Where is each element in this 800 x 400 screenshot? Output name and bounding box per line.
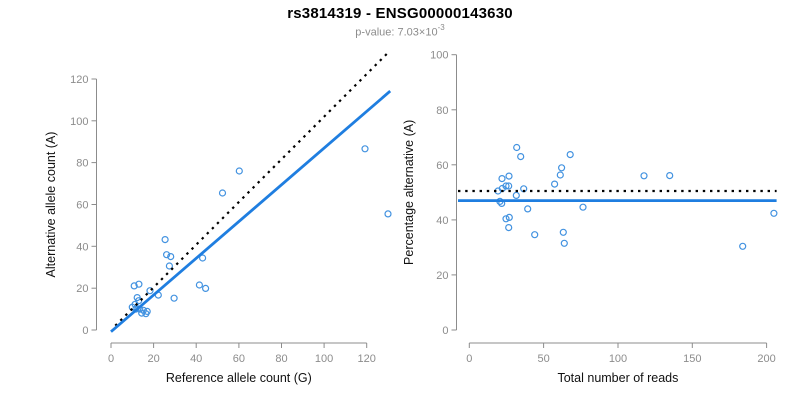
x-tick-label: 80 (275, 353, 287, 365)
x-tick-label: 200 (757, 353, 775, 365)
data-point (512, 191, 520, 199)
data-points (494, 143, 778, 250)
data-point (202, 284, 210, 292)
data-point (170, 294, 178, 302)
x-tick-label: 100 (609, 353, 627, 365)
y-axis-title: Percentage alternative (A) (402, 120, 416, 265)
x-axis-title: Total number of reads (557, 371, 678, 385)
data-point (384, 210, 392, 218)
x-tick-label: 50 (537, 353, 549, 365)
data-point (739, 242, 747, 250)
data-point (502, 215, 510, 223)
data-point (556, 171, 564, 179)
data-point (146, 287, 154, 295)
data-point (505, 172, 513, 180)
data-point (640, 172, 648, 180)
x-tick-label: 120 (358, 353, 376, 365)
pvalue-exponent: -3 (437, 23, 445, 32)
data-point (666, 172, 674, 180)
data-point (557, 164, 566, 172)
y-tick-label: 40 (436, 215, 448, 227)
x-tick-label: 100 (315, 353, 333, 365)
data-point (513, 143, 521, 152)
data-point (167, 253, 175, 261)
y-tick-label: 80 (76, 158, 88, 170)
data-point (199, 254, 207, 262)
data-point (502, 182, 510, 190)
data-point (560, 239, 568, 247)
identity-line (114, 51, 390, 327)
x-tick-label: 0 (108, 353, 114, 365)
data-point (130, 282, 138, 290)
data-point (195, 281, 203, 289)
x-axis-title: Reference allele count (G) (166, 371, 312, 385)
pvalue-text: p-value: 7.03×10 (355, 26, 438, 39)
chart-title: rs3814319 - ENSG00000143630 (287, 5, 513, 22)
data-point (566, 151, 574, 159)
data-point (138, 309, 146, 317)
y-tick-label: 40 (76, 241, 88, 253)
x-tick-label: 60 (233, 353, 245, 365)
data-point (550, 180, 559, 188)
y-tick-label: 20 (436, 270, 448, 282)
y-tick-label: 0 (82, 325, 88, 337)
y-tick-label: 20 (76, 283, 88, 295)
y-tick-label: 80 (436, 105, 448, 117)
allele-count-scatter: 0 20 40 60 80 100 120 0 20 40 60 80 100 120 Reference … (44, 51, 392, 385)
data-point (361, 145, 369, 153)
data-point (505, 213, 513, 221)
y-axis-title: Alternative allele count (A) (44, 132, 58, 278)
y-tick-label: 120 (70, 74, 88, 86)
x-tick-label: 150 (683, 353, 701, 365)
y-tick-label: 100 (70, 116, 88, 128)
data-point (524, 205, 532, 213)
data-point (579, 203, 587, 211)
chart-subtitle: p-value: 7.03×10-3 (0, 23, 800, 39)
data-point (770, 209, 778, 217)
data-point (135, 280, 143, 288)
y-tick-label: 60 (436, 160, 448, 172)
regression-line (110, 90, 392, 333)
x-tick-label: 0 (466, 353, 472, 365)
data-point (131, 300, 139, 308)
data-point (498, 175, 506, 183)
data-point (163, 251, 171, 259)
percentage-reads-scatter: 0 20 40 60 80 100 0 50 100 150 200 Total number of … (402, 50, 778, 385)
data-point (165, 262, 173, 270)
y-tick-label: 60 (76, 200, 88, 212)
x-tick-label: 20 (147, 353, 159, 365)
data-point (161, 236, 169, 244)
data-point (505, 182, 513, 190)
data-points (128, 145, 392, 318)
y-tick-label: 100 (430, 50, 448, 62)
data-point (142, 310, 150, 318)
data-point (531, 231, 539, 239)
data-point (505, 224, 513, 232)
data-point (517, 153, 525, 161)
data-point (218, 189, 227, 197)
data-point (235, 167, 243, 175)
data-point (559, 228, 567, 236)
x-tick-label: 40 (190, 353, 202, 365)
y-tick-label: 0 (442, 325, 448, 337)
